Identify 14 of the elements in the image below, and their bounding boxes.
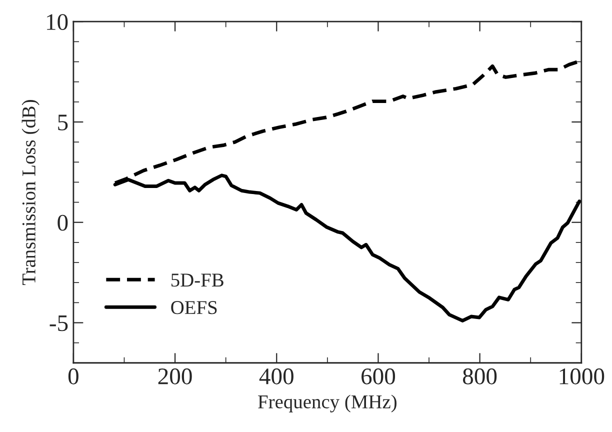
x-tick-label: 400: [259, 368, 294, 384]
x-tick-label: 600: [362, 368, 396, 384]
legend-label: OEFS: [171, 301, 217, 314]
x-tick-label: 800: [463, 368, 497, 384]
y-tick-label: 5: [58, 114, 68, 130]
x-tick-label: 1000: [560, 368, 604, 384]
y-tick-label: -5: [50, 315, 68, 332]
x-tick-label: 200: [158, 368, 192, 384]
x-tick-label: 0: [68, 368, 78, 384]
y-tick-label: 0: [58, 214, 68, 231]
y-axis-title: Transmission Loss (dB): [22, 100, 40, 285]
legend-label: 5D-FB: [171, 274, 224, 287]
y-tick-label: 10: [47, 14, 68, 30]
x-axis-title: Frequency (MHz): [258, 394, 396, 412]
